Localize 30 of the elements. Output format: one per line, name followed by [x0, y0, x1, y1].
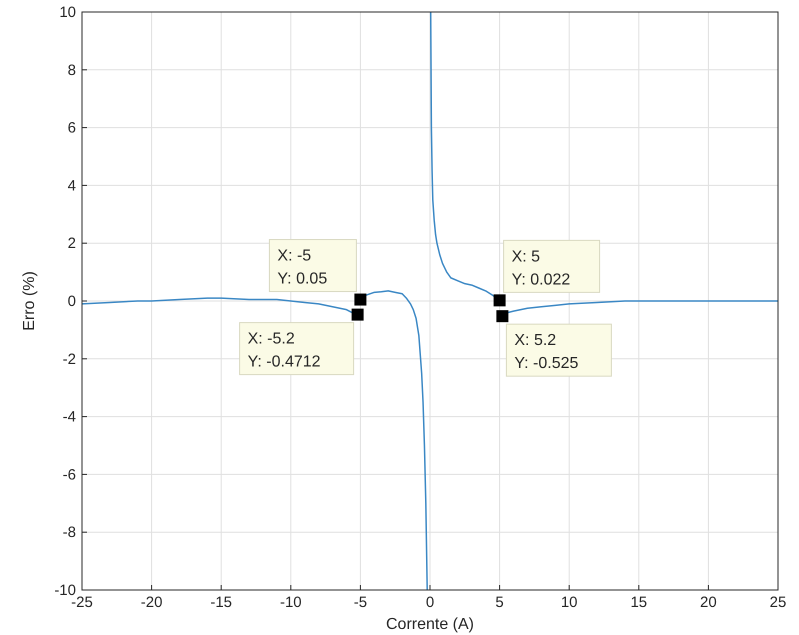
x-tick-label: 20 — [700, 594, 717, 611]
point — [352, 308, 364, 321]
y-tick-label: -6 — [62, 466, 76, 484]
point — [354, 294, 366, 306]
point — [496, 310, 508, 322]
x-tick-label: 15 — [630, 594, 648, 611]
y-tick-label: 10 — [59, 4, 76, 21]
y-tick-label: 6 — [68, 120, 76, 137]
point — [494, 294, 506, 306]
annotation: X: -5.2 Y: -0.4712 — [248, 330, 321, 371]
y-tick-label: -8 — [62, 524, 76, 542]
x-tick-label: -5 — [354, 594, 368, 611]
annotation: X: -5 Y: 0.05 — [277, 248, 328, 288]
y-axis-title: Erro (%) — [21, 271, 38, 331]
annotation: X: 5 Y: 0.022 — [512, 248, 570, 288]
y-tick-label: -4 — [62, 408, 76, 426]
y-tick-label: 0 — [68, 293, 76, 310]
x-tick-label: 0 — [426, 594, 434, 611]
x-tick-label: -15 — [210, 594, 232, 611]
x-tick-label: 25 — [770, 594, 786, 611]
x-tick-label: -20 — [140, 594, 162, 611]
y-tick-label: -2 — [62, 350, 76, 368]
y-tick-label: 2 — [68, 235, 76, 252]
annotation: X: 5.2 Y: -0.525 — [514, 332, 579, 372]
x-tick-label: 10 — [560, 594, 578, 611]
x-tick-label: -10 — [280, 594, 302, 611]
y-tick-label: 4 — [68, 177, 76, 194]
x-tick-label: 5 — [495, 594, 504, 611]
y-tick-label: 8 — [68, 62, 76, 79]
x-axis-title: Corrente (A) — [386, 616, 474, 633]
